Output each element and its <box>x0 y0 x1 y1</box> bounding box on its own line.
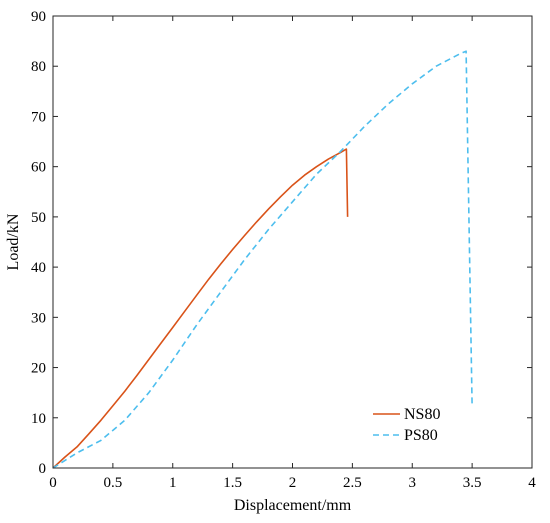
y-tick-label: 40 <box>31 260 46 276</box>
series-line-ns80 <box>52 148 349 469</box>
x-tick-label: 0.5 <box>104 475 123 491</box>
legend-label-ps80: PS80 <box>404 427 438 444</box>
y-tick-label: 50 <box>31 210 46 226</box>
x-tick-label: 3.5 <box>463 475 482 491</box>
y-tick-label: 60 <box>31 160 46 176</box>
x-axis-title: Displacement/mm <box>234 497 352 514</box>
legend: NS80 PS80 <box>373 406 440 444</box>
x-tick-label: 3 <box>409 475 417 491</box>
y-axis-title: Load/kN <box>5 213 22 270</box>
y-tick-label: 10 <box>31 411 46 427</box>
y-tick-label: 30 <box>31 310 46 326</box>
x-tick-label: 4 <box>528 475 536 491</box>
x-tick-label: 1 <box>169 475 177 491</box>
y-tick-label: 0 <box>39 461 47 477</box>
y-tick-label: 80 <box>31 59 46 75</box>
legend-label-ns80: NS80 <box>404 406 440 423</box>
series-layer <box>52 50 473 469</box>
x-tick-label: 0 <box>49 475 57 491</box>
y-tick-label: 70 <box>31 109 46 125</box>
y-tick-label: 20 <box>31 361 46 377</box>
x-tick-label: 2 <box>289 475 297 491</box>
x-tick-label: 2.5 <box>343 475 362 491</box>
y-tick-label: 90 <box>31 9 46 25</box>
series-line-ps80 <box>52 50 473 469</box>
plot-area <box>53 16 532 468</box>
x-tick-label: 1.5 <box>223 475 242 491</box>
